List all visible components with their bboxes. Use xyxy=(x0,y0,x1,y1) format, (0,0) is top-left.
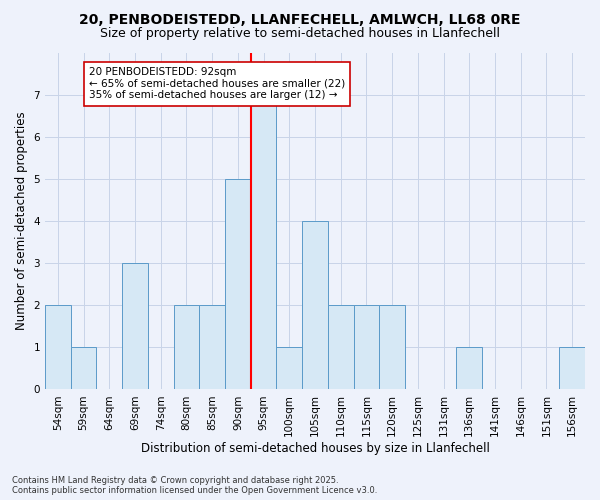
Bar xyxy=(353,305,379,390)
Bar xyxy=(71,348,97,390)
Bar xyxy=(302,221,328,390)
Bar xyxy=(277,348,302,390)
Text: Contains HM Land Registry data © Crown copyright and database right 2025.
Contai: Contains HM Land Registry data © Crown c… xyxy=(12,476,377,495)
Bar xyxy=(251,94,277,390)
Bar xyxy=(173,305,199,390)
Bar xyxy=(328,305,353,390)
X-axis label: Distribution of semi-detached houses by size in Llanfechell: Distribution of semi-detached houses by … xyxy=(140,442,490,455)
Bar xyxy=(122,263,148,390)
Bar xyxy=(45,305,71,390)
Bar xyxy=(559,348,585,390)
Bar xyxy=(199,305,225,390)
Text: 20 PENBODEISTEDD: 92sqm
← 65% of semi-detached houses are smaller (22)
35% of se: 20 PENBODEISTEDD: 92sqm ← 65% of semi-de… xyxy=(89,67,345,100)
Bar xyxy=(379,305,405,390)
Bar xyxy=(457,348,482,390)
Bar xyxy=(225,179,251,390)
Text: Size of property relative to semi-detached houses in Llanfechell: Size of property relative to semi-detach… xyxy=(100,28,500,40)
Y-axis label: Number of semi-detached properties: Number of semi-detached properties xyxy=(15,112,28,330)
Text: 20, PENBODEISTEDD, LLANFECHELL, AMLWCH, LL68 0RE: 20, PENBODEISTEDD, LLANFECHELL, AMLWCH, … xyxy=(79,12,521,26)
